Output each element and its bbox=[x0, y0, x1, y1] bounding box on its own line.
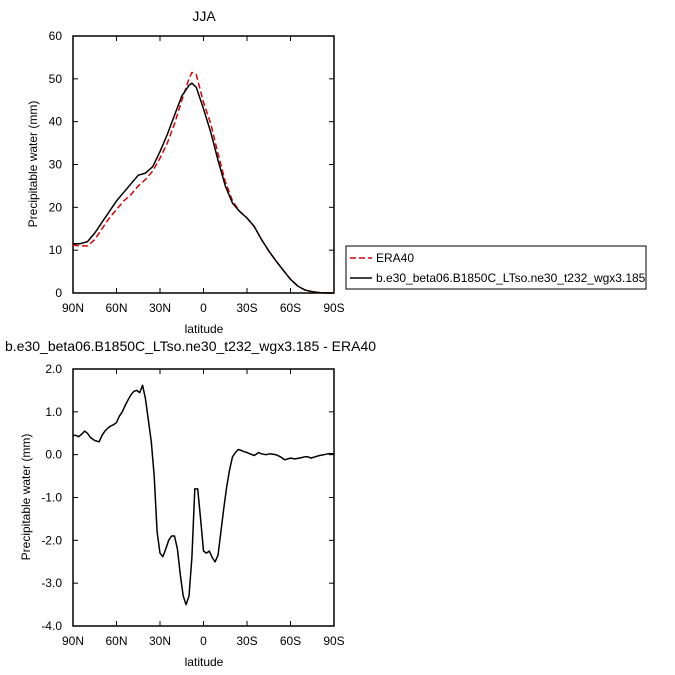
bottom-x-tick-label: 0 bbox=[200, 634, 207, 648]
top-panel: JJA 90N 60N 30N 0 30S 60S 90S 0 10 20 30 40 50 60 lat… bbox=[26, 8, 345, 336]
top-y-tick-label: 50 bbox=[49, 72, 63, 86]
top-chart-title: JJA bbox=[192, 8, 216, 24]
bottom-series-lines bbox=[73, 384, 334, 606]
bottom-x-tick-label: 60N bbox=[105, 634, 127, 648]
legend: ERA40 b.e30_beta06.B1850C_LTso.ne30_t232… bbox=[345, 245, 647, 290]
top-x-tick-label: 30S bbox=[236, 301, 257, 315]
bottom-y-tick-label: -3.0 bbox=[41, 576, 62, 590]
bottom-panel: b.e30_beta06.B1850C_LTso.ne30_t232_wgx3.… bbox=[5, 338, 376, 669]
bottom-series-line-0 bbox=[73, 384, 334, 606]
top-y-tick-label: 40 bbox=[49, 115, 63, 129]
top-y-tick-label: 30 bbox=[49, 158, 63, 172]
bottom-x-tick-label: 30N bbox=[149, 634, 171, 648]
top-x-tick-label: 30N bbox=[149, 301, 171, 315]
legend-box bbox=[345, 245, 647, 290]
top-x-tick-label: 90S bbox=[323, 301, 344, 315]
bottom-y-tick-label: -2.0 bbox=[41, 533, 62, 547]
top-x-tick-label: 60N bbox=[105, 301, 127, 315]
top-y-tick-label: 60 bbox=[49, 29, 63, 43]
top-series-lines bbox=[72, 71, 334, 294]
bottom-x-axis-label: latitude bbox=[185, 655, 224, 669]
top-series-line-1 bbox=[73, 82, 334, 294]
legend-label-era40: ERA40 bbox=[376, 251, 414, 265]
top-x-tick-label: 90N bbox=[62, 301, 84, 315]
bottom-ticks: 90N 60N 30N 0 30S 60S 90S -4.0 -3.0 -2.0 -1.0 0.0 1.… bbox=[41, 362, 344, 648]
top-ticks: 90N 60N 30N 0 30S 60S 90S 0 10 20 30 40 50 60 bbox=[49, 29, 345, 315]
bottom-y-tick-label: -4.0 bbox=[41, 619, 62, 633]
top-y-axis-label: Precipitable water (mm) bbox=[26, 101, 40, 228]
top-y-tick-label: 0 bbox=[55, 286, 62, 300]
bottom-chart-title: b.e30_beta06.B1850C_LTso.ne30_t232_wgx3.… bbox=[5, 338, 376, 354]
bottom-x-tick-label: 60S bbox=[280, 634, 301, 648]
bottom-y-tick-label: 1.0 bbox=[45, 405, 62, 419]
bottom-y-tick-label: 2.0 bbox=[45, 362, 62, 376]
bottom-y-axis-label: Precipitable water (mm) bbox=[19, 434, 33, 561]
bottom-y-tick-label: -1.0 bbox=[41, 491, 62, 505]
top-x-axis-label: latitude bbox=[185, 322, 224, 336]
top-y-tick-label: 20 bbox=[49, 200, 63, 214]
top-x-tick-label: 60S bbox=[280, 301, 301, 315]
top-plot-frame bbox=[72, 35, 335, 294]
bottom-plot-frame bbox=[72, 368, 335, 627]
legend-label-model: b.e30_beta06.B1850C_LTso.ne30_t232_wgx3.… bbox=[376, 271, 646, 285]
top-series-line-0 bbox=[72, 71, 334, 294]
top-x-tick-label: 0 bbox=[200, 301, 207, 315]
bottom-x-tick-label: 30S bbox=[236, 634, 257, 648]
bottom-x-tick-label: 90S bbox=[323, 634, 344, 648]
top-y-tick-label: 10 bbox=[49, 243, 63, 257]
bottom-y-tick-label: 0.0 bbox=[45, 448, 62, 462]
bottom-x-tick-label: 90N bbox=[62, 634, 84, 648]
